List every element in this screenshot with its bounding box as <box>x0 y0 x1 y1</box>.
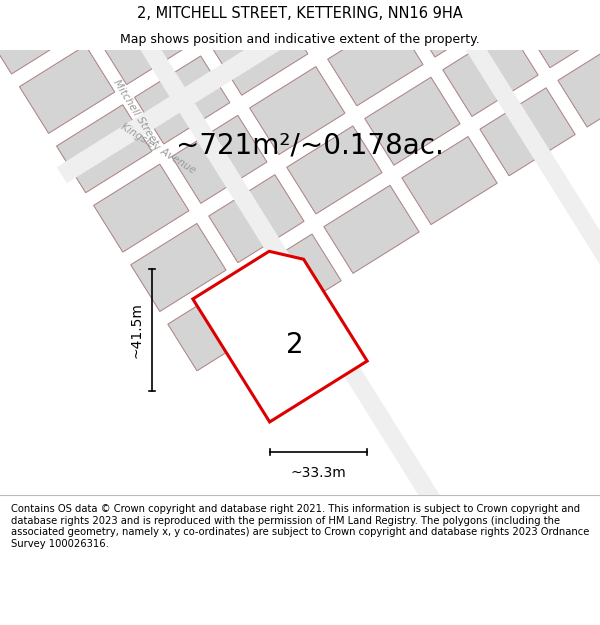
Text: Map shows position and indicative extent of the property.: Map shows position and indicative extent… <box>120 32 480 46</box>
Polygon shape <box>131 224 226 311</box>
Polygon shape <box>402 137 497 224</box>
Polygon shape <box>246 234 341 322</box>
Polygon shape <box>193 251 367 422</box>
Polygon shape <box>365 78 460 165</box>
Polygon shape <box>324 186 419 273</box>
Polygon shape <box>0 0 77 74</box>
Text: Contains OS data © Crown copyright and database right 2021. This information is : Contains OS data © Crown copyright and d… <box>11 504 589 549</box>
Polygon shape <box>57 0 600 183</box>
Polygon shape <box>175 0 271 36</box>
Polygon shape <box>94 164 189 252</box>
Polygon shape <box>134 56 230 144</box>
Text: 2: 2 <box>286 331 304 359</box>
Polygon shape <box>56 105 152 192</box>
Text: Mitchell Street: Mitchell Street <box>112 78 160 148</box>
Polygon shape <box>287 126 382 214</box>
Polygon shape <box>209 175 304 262</box>
Polygon shape <box>19 46 115 133</box>
Polygon shape <box>290 0 386 46</box>
Polygon shape <box>172 116 267 203</box>
Text: Kingsley Avenue: Kingsley Avenue <box>119 121 197 175</box>
Polygon shape <box>328 18 423 106</box>
Text: ~33.3m: ~33.3m <box>290 466 346 480</box>
Polygon shape <box>74 0 460 538</box>
Polygon shape <box>308 0 600 391</box>
Polygon shape <box>212 8 308 95</box>
Polygon shape <box>250 67 345 154</box>
Polygon shape <box>406 0 501 57</box>
Polygon shape <box>558 39 600 127</box>
Polygon shape <box>521 0 600 68</box>
Text: ~41.5m: ~41.5m <box>130 302 143 358</box>
Polygon shape <box>168 283 263 371</box>
Text: ~721m²/~0.178ac.: ~721m²/~0.178ac. <box>176 131 444 159</box>
Polygon shape <box>484 0 579 8</box>
Polygon shape <box>97 0 193 84</box>
Polygon shape <box>480 88 575 176</box>
Text: 2, MITCHELL STREET, KETTERING, NN16 9HA: 2, MITCHELL STREET, KETTERING, NN16 9HA <box>137 6 463 21</box>
Polygon shape <box>443 29 538 116</box>
Polygon shape <box>61 0 155 25</box>
